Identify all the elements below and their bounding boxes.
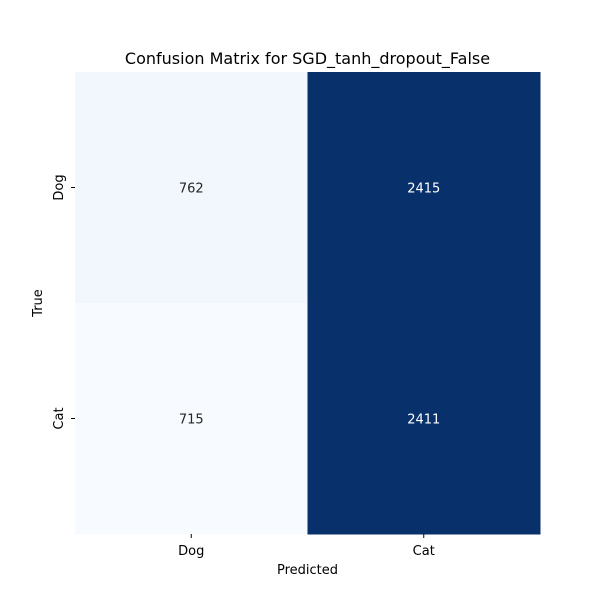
- x-tick-label: Cat: [413, 544, 435, 559]
- cell-value-dog-cat: 2415: [407, 182, 440, 197]
- heatmap-cell-dog-cat: [307, 72, 541, 304]
- cell-value-cat-cat: 2411: [407, 413, 440, 428]
- heatmap-cell-dog-dog: [75, 72, 308, 304]
- chart-title: Confusion Matrix for SGD_tanh_dropout_Fa…: [125, 49, 490, 69]
- y-tick-label: Dog: [52, 174, 67, 200]
- heatmap-cells: [75, 72, 541, 535]
- heatmap-cell-cat-dog: [75, 303, 308, 535]
- cell-value-dog-dog: 762: [179, 182, 204, 197]
- cell-value-labels: 762 2415 715 2411: [179, 182, 440, 428]
- y-axis-ticks: Dog Cat: [52, 174, 75, 430]
- x-axis-label: Predicted: [277, 563, 338, 578]
- y-axis-label: True: [31, 289, 46, 318]
- cell-value-cat-dog: 715: [179, 413, 204, 428]
- y-tick-label: Cat: [52, 407, 67, 429]
- x-tick-label: Dog: [178, 544, 204, 559]
- heatmap-cell-cat-cat: [307, 303, 541, 535]
- x-axis-ticks: Dog Cat: [178, 534, 435, 559]
